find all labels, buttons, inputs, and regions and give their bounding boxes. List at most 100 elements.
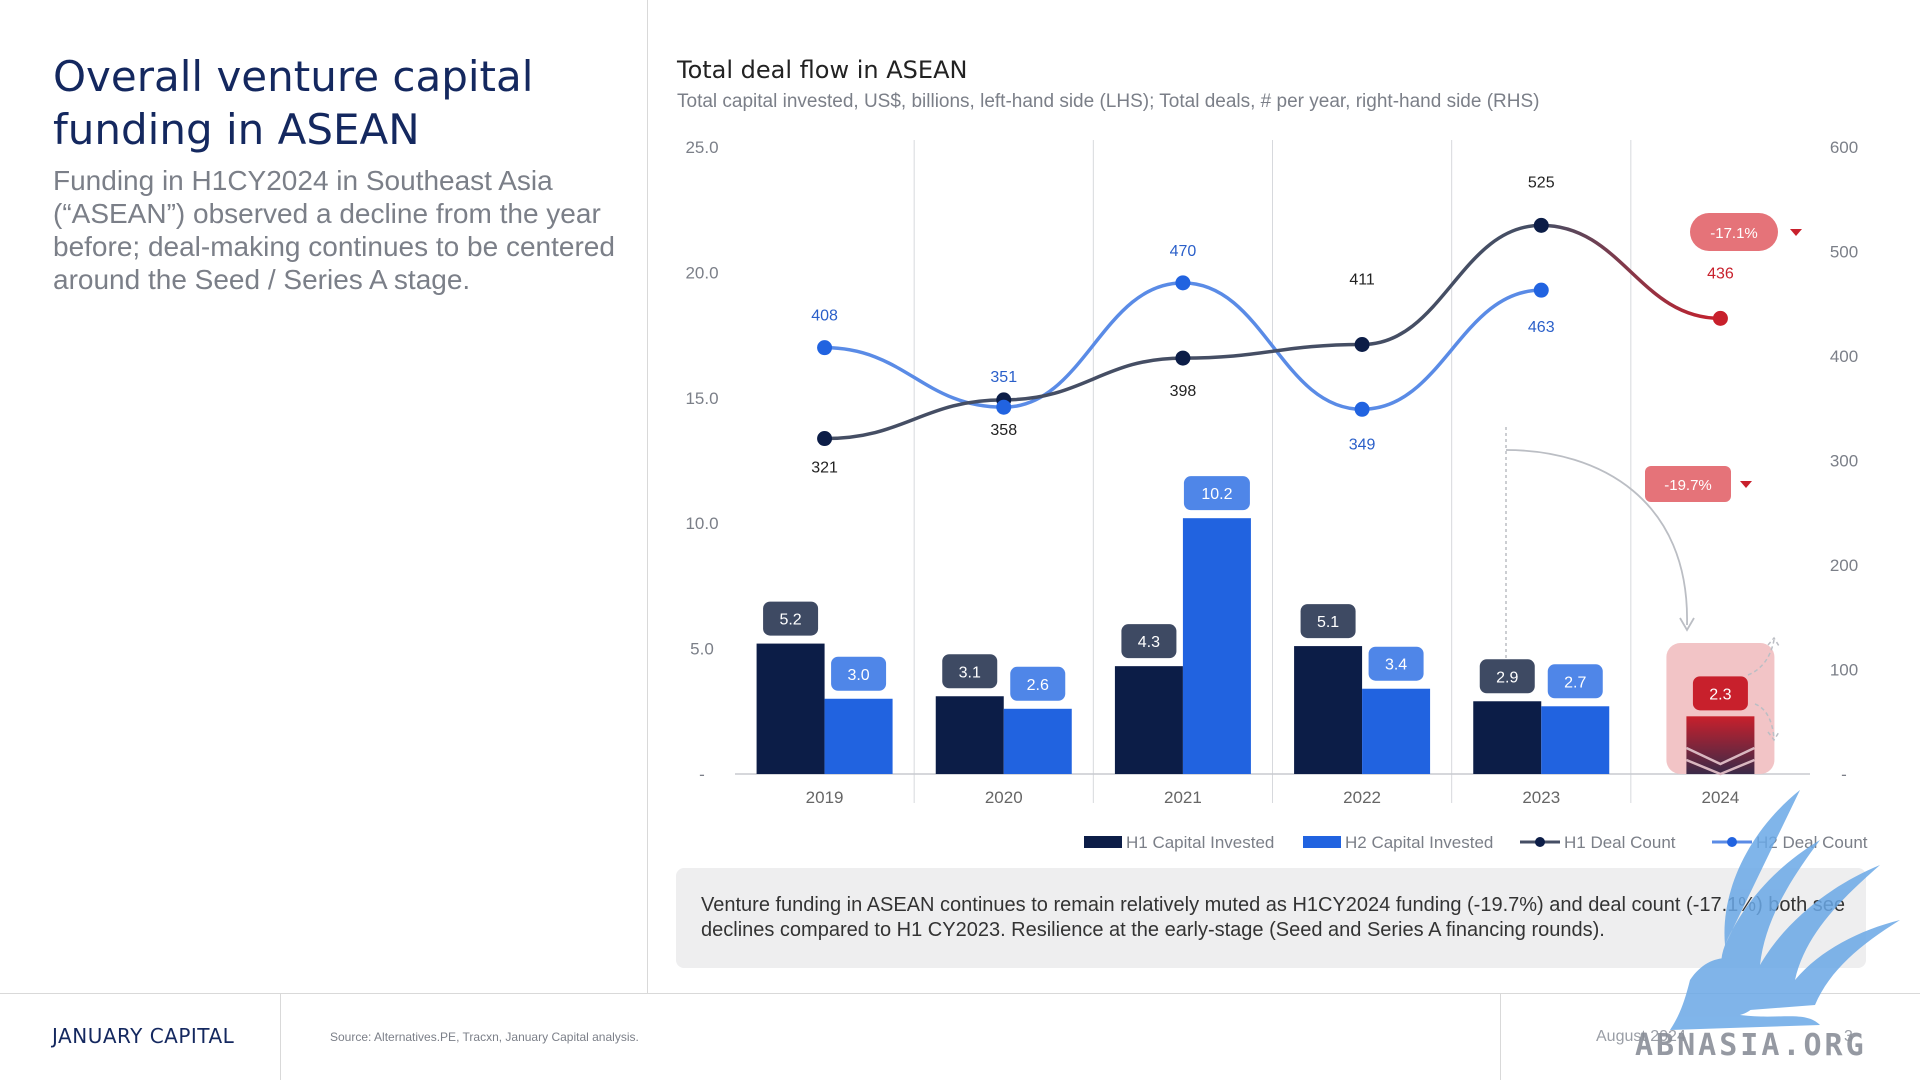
bar-h1	[1114, 666, 1183, 774]
bar-label-h1: 3.1	[959, 664, 981, 681]
point-label-h1: 525	[1528, 174, 1555, 191]
bar-label-h2: 2.6	[1027, 677, 1049, 694]
connector-curve	[1505, 449, 1688, 626]
x-tick-label: 2019	[806, 788, 844, 807]
y-left-tick-label: 25.0	[685, 138, 718, 157]
bar-h2	[1003, 708, 1072, 774]
footer-date: August 2024	[1596, 1028, 1686, 1045]
chart-title: Total deal flow in ASEAN	[677, 56, 968, 84]
page-subtitle: Funding in H1CY2024 in Southeast Asia (“…	[53, 165, 615, 295]
deal-change-badge-arrow	[1790, 229, 1802, 236]
funding-change-badge-arrow	[1740, 481, 1752, 488]
point-label-h1: 411	[1349, 272, 1375, 289]
y-left-tick-label: 10.0	[685, 514, 718, 533]
takeaway-text: Venture funding in ASEAN continues to re…	[701, 894, 1846, 941]
y-left-tick-label: 20.0	[685, 263, 718, 282]
bar-h1	[1473, 701, 1542, 774]
bar-label-h1: 5.2	[779, 612, 801, 629]
point-label-h1: 321	[811, 460, 838, 477]
x-tick-label: 2022	[1343, 788, 1381, 807]
marker-h2	[1533, 282, 1549, 298]
point-label-h2: 349	[1349, 436, 1376, 453]
bar-label-h2-bg	[1183, 476, 1250, 511]
griffin-logo-icon: ABNASIA.ORG	[1635, 790, 1900, 1060]
chart-subtitle: Total capital invested, US$, billions, l…	[677, 91, 1540, 112]
bar-label-h1: 2.3	[1709, 686, 1731, 703]
point-label-h1: 398	[1170, 383, 1197, 400]
deal-flow-chart: 25.0 20.0 15.0 10.0 5.0 - 600 500 400 300 200 100 - 2…	[685, 138, 1868, 852]
bar-label-h2: 10.2	[1201, 486, 1232, 503]
trend-up-icon	[1747, 636, 1780, 676]
bar-label-h1-bg	[942, 654, 998, 689]
point-label-h2: 470	[1170, 243, 1197, 260]
bar-label-h1: 4.3	[1138, 634, 1160, 651]
footer-divider	[0, 993, 1920, 994]
bar-label-h2-bg	[1010, 666, 1066, 701]
bar-h1	[1294, 646, 1363, 774]
deal-change-badge: -17.1%	[1710, 225, 1758, 242]
watermark-text: ABNASIA.ORG	[1635, 1028, 1867, 1060]
x-tick-label: 2020	[985, 788, 1023, 807]
funding-change-badge-bg	[1645, 466, 1731, 502]
x-tick-label: 2023	[1522, 788, 1560, 807]
legend-swatch	[1303, 836, 1341, 848]
marker-h2	[996, 399, 1012, 415]
page-title: Overall venture capital funding in ASEAN	[53, 52, 534, 154]
point-label-h2: 408	[811, 308, 838, 325]
source-note: Source: Alternatives.PE, Tracxn, January…	[330, 1030, 639, 1044]
bar-label-h1-bg	[1300, 604, 1356, 639]
y-left-tick-label: 15.0	[685, 389, 718, 408]
y-right-tick-label: 400	[1830, 347, 1858, 366]
marker-h1	[1712, 310, 1728, 326]
legend-marker	[1727, 837, 1737, 847]
line-h1-deal-count-2024	[1541, 223, 1721, 321]
bar-label-h1-bg	[1692, 676, 1748, 711]
y-right-tick-label: 300	[1830, 452, 1858, 471]
y-left-tick-label: 5.0	[690, 640, 714, 659]
bar-h2	[1362, 688, 1431, 774]
bar-label-h1: 5.1	[1317, 614, 1339, 631]
footer-separator-right	[1500, 993, 1501, 1080]
deal-change-badge-bg	[1690, 213, 1778, 251]
bar-label-h1: 2.9	[1496, 669, 1518, 686]
bar-label-h1-bg	[1479, 659, 1535, 694]
marker-h1	[817, 431, 833, 447]
bar-label-h2-bg	[831, 656, 887, 691]
y-right-tick-label: 100	[1830, 661, 1858, 680]
bar-chevron	[1685, 746, 1755, 776]
bar-h2	[1541, 706, 1610, 774]
x-tick-label: 2021	[1164, 788, 1202, 807]
bar-label-h1-bg	[763, 601, 819, 636]
bar-label-h2: 3.0	[847, 667, 869, 684]
bar-label-h2: 2.7	[1564, 674, 1586, 691]
bar-label-h2-bg	[1547, 664, 1603, 699]
point-label-h2: 351	[990, 369, 1017, 386]
y-left-tick-label: -	[699, 765, 705, 784]
footer-separator-left	[280, 993, 281, 1080]
trend-down-icon	[1754, 703, 1780, 742]
marker-h1	[1175, 350, 1191, 366]
legend-label: H1 Capital Invested	[1126, 833, 1274, 852]
bar-label-h1-bg	[1121, 624, 1177, 659]
bar-label-h2-bg	[1368, 646, 1424, 681]
page-number: 3	[1844, 1028, 1853, 1045]
bar-h2	[824, 698, 893, 774]
bar-h1	[756, 643, 825, 774]
bar-h1	[935, 696, 1004, 774]
legend-marker	[1535, 837, 1545, 847]
marker-h1	[1533, 217, 1549, 233]
y-right-tick-label: 200	[1830, 556, 1858, 575]
y-right-tick-label: -	[1841, 765, 1847, 784]
point-label-h1: 358	[990, 422, 1017, 439]
x-tick-label: 2024	[1702, 788, 1740, 807]
point-label-h2: 463	[1528, 319, 1555, 336]
bar-h2	[1182, 518, 1251, 774]
legend-label: H2 Deal Count	[1756, 833, 1868, 852]
funding-change-badge: -19.7%	[1664, 477, 1712, 494]
marker-h1	[1354, 337, 1370, 353]
point-label-h1: 436	[1707, 265, 1734, 282]
y-right-tick-label: 600	[1830, 138, 1858, 157]
vertical-divider	[647, 0, 648, 993]
marker-h2	[817, 340, 833, 356]
takeaway-box: Venture funding in ASEAN continues to re…	[676, 868, 1866, 968]
